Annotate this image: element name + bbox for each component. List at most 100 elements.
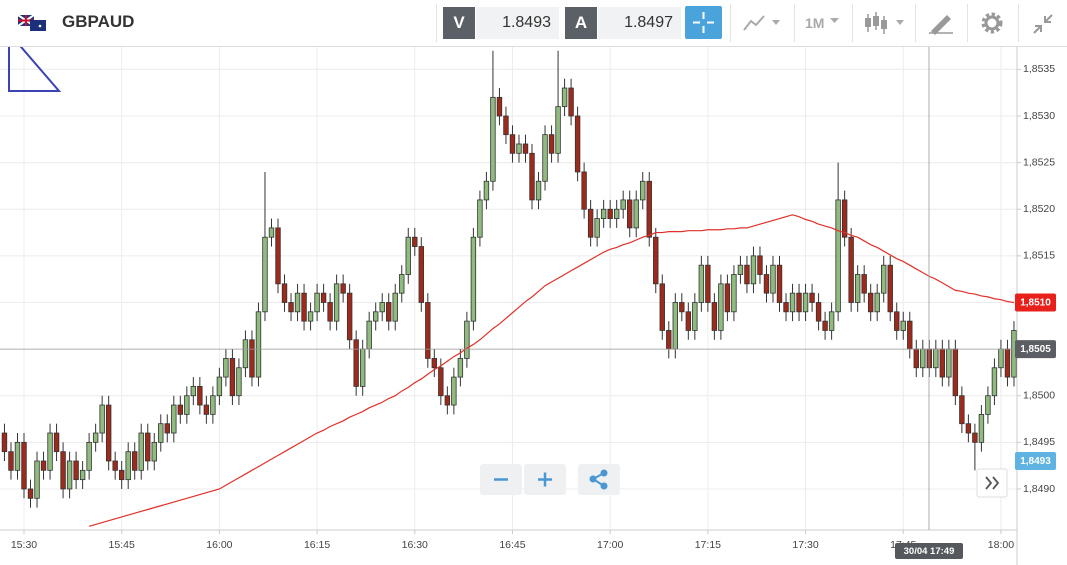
candle-body: [920, 348, 926, 369]
candle-body: [907, 320, 913, 350]
candle-body: [496, 96, 503, 117]
candle-body: [587, 208, 594, 238]
bid-price[interactable]: 1.8493: [476, 7, 559, 39]
candle-body: [412, 236, 418, 247]
candle-body: [581, 171, 587, 210]
y-tick-label: 1,8520: [1023, 203, 1055, 215]
candle-body: [418, 246, 424, 303]
candle-body: [731, 274, 737, 313]
crosshair-button[interactable]: [685, 6, 722, 39]
candle-body: [568, 87, 574, 117]
candle-body: [314, 292, 320, 313]
candle-body: [470, 236, 477, 322]
candle-body: [724, 283, 731, 313]
candle-body: [451, 376, 457, 406]
candle-body: [60, 451, 66, 490]
plus-icon: [538, 472, 552, 487]
candle-body: [672, 302, 678, 350]
candle-body: [809, 292, 815, 303]
candle-body: [255, 311, 262, 378]
candle-body: [887, 264, 893, 313]
y-tick-label: 1,8495: [1023, 436, 1055, 448]
bid-label[interactable]: V: [443, 7, 475, 39]
candle-body: [47, 432, 53, 471]
plot-area: [0, 50, 1017, 527]
separator: [852, 4, 853, 42]
candle-body: [190, 386, 197, 397]
candle-body: [744, 264, 750, 285]
candle-body: [34, 460, 40, 499]
draw-button[interactable]: [927, 11, 955, 35]
y-tick-label: 1,8500: [1023, 390, 1055, 402]
candle-body: [946, 348, 952, 378]
candle-body: [99, 404, 105, 434]
candle-body: [640, 180, 646, 201]
chart-type-button[interactable]: [742, 12, 786, 34]
candle-body: [112, 460, 118, 471]
candle-body: [574, 115, 581, 173]
candles-button[interactable]: [862, 10, 908, 36]
candle-body: [776, 264, 783, 303]
separator: [436, 4, 437, 42]
candle-body: [105, 404, 112, 462]
settings-button[interactable]: [979, 11, 1005, 37]
ask-price[interactable]: 1.8497: [598, 7, 681, 39]
separator: [967, 4, 968, 42]
candle-body: [151, 441, 157, 462]
candle-body: [835, 199, 841, 313]
candle-body: [894, 311, 900, 331]
separator: [915, 4, 916, 42]
scroll-icon: [985, 476, 1000, 490]
candle-body: [386, 302, 392, 322]
candle-body: [867, 292, 874, 313]
crosshair-icon: [693, 12, 714, 33]
y-tick-label: 1,8515: [1023, 250, 1055, 262]
ask-label[interactable]: A: [565, 7, 597, 39]
candle-body: [600, 208, 607, 219]
timeframe[interactable]: 1M: [805, 15, 825, 31]
candle-body: [249, 339, 255, 378]
candle-body: [379, 302, 385, 313]
candle-body: [959, 395, 965, 425]
candle-body: [561, 87, 568, 108]
candle-body: [242, 339, 249, 369]
candle-body: [236, 367, 242, 397]
candle-body: [965, 423, 972, 434]
toolbar: GBPAUD V 1.8493 A 1.8497 1M: [0, 0, 1067, 47]
candle-body: [132, 451, 138, 471]
candle-body: [27, 488, 34, 499]
candle-body: [620, 199, 626, 210]
symbol[interactable]: GBPAUD: [62, 12, 135, 31]
candle-body: [841, 199, 848, 238]
moving-average: [88, 214, 1015, 527]
x-tick-label: 17:00: [597, 539, 623, 551]
x-tick-label: 15:45: [109, 539, 135, 551]
candle-body: [939, 348, 946, 378]
candle-body: [307, 311, 314, 322]
candle-body: [828, 311, 835, 331]
candle-body: [477, 199, 483, 238]
x-tick-label: 16:15: [304, 539, 330, 551]
candle-body: [483, 180, 490, 201]
candle-body: [991, 367, 998, 397]
separator: [1018, 4, 1019, 42]
share[interactable]: [578, 464, 620, 495]
candle-body: [548, 134, 555, 154]
candle-body: [822, 320, 828, 331]
candle-body: [203, 404, 210, 415]
candle-body: [503, 115, 509, 136]
candle-body: [79, 469, 86, 481]
y-tick-label: 1,8535: [1023, 63, 1055, 75]
candle-body: [607, 208, 613, 219]
price-tag-label: 1,8493: [1020, 456, 1051, 467]
candle-body: [86, 441, 92, 471]
candle-body: [653, 236, 659, 285]
candle-body: [1004, 348, 1011, 378]
collapse-button[interactable]: [1030, 11, 1056, 37]
crosshair-time-box: [895, 543, 963, 559]
candle-body: [490, 96, 496, 182]
candle-body: [327, 302, 333, 322]
candle-body: [750, 255, 757, 285]
candle-body: [679, 302, 685, 313]
x-tick-label: 16:45: [499, 539, 525, 551]
